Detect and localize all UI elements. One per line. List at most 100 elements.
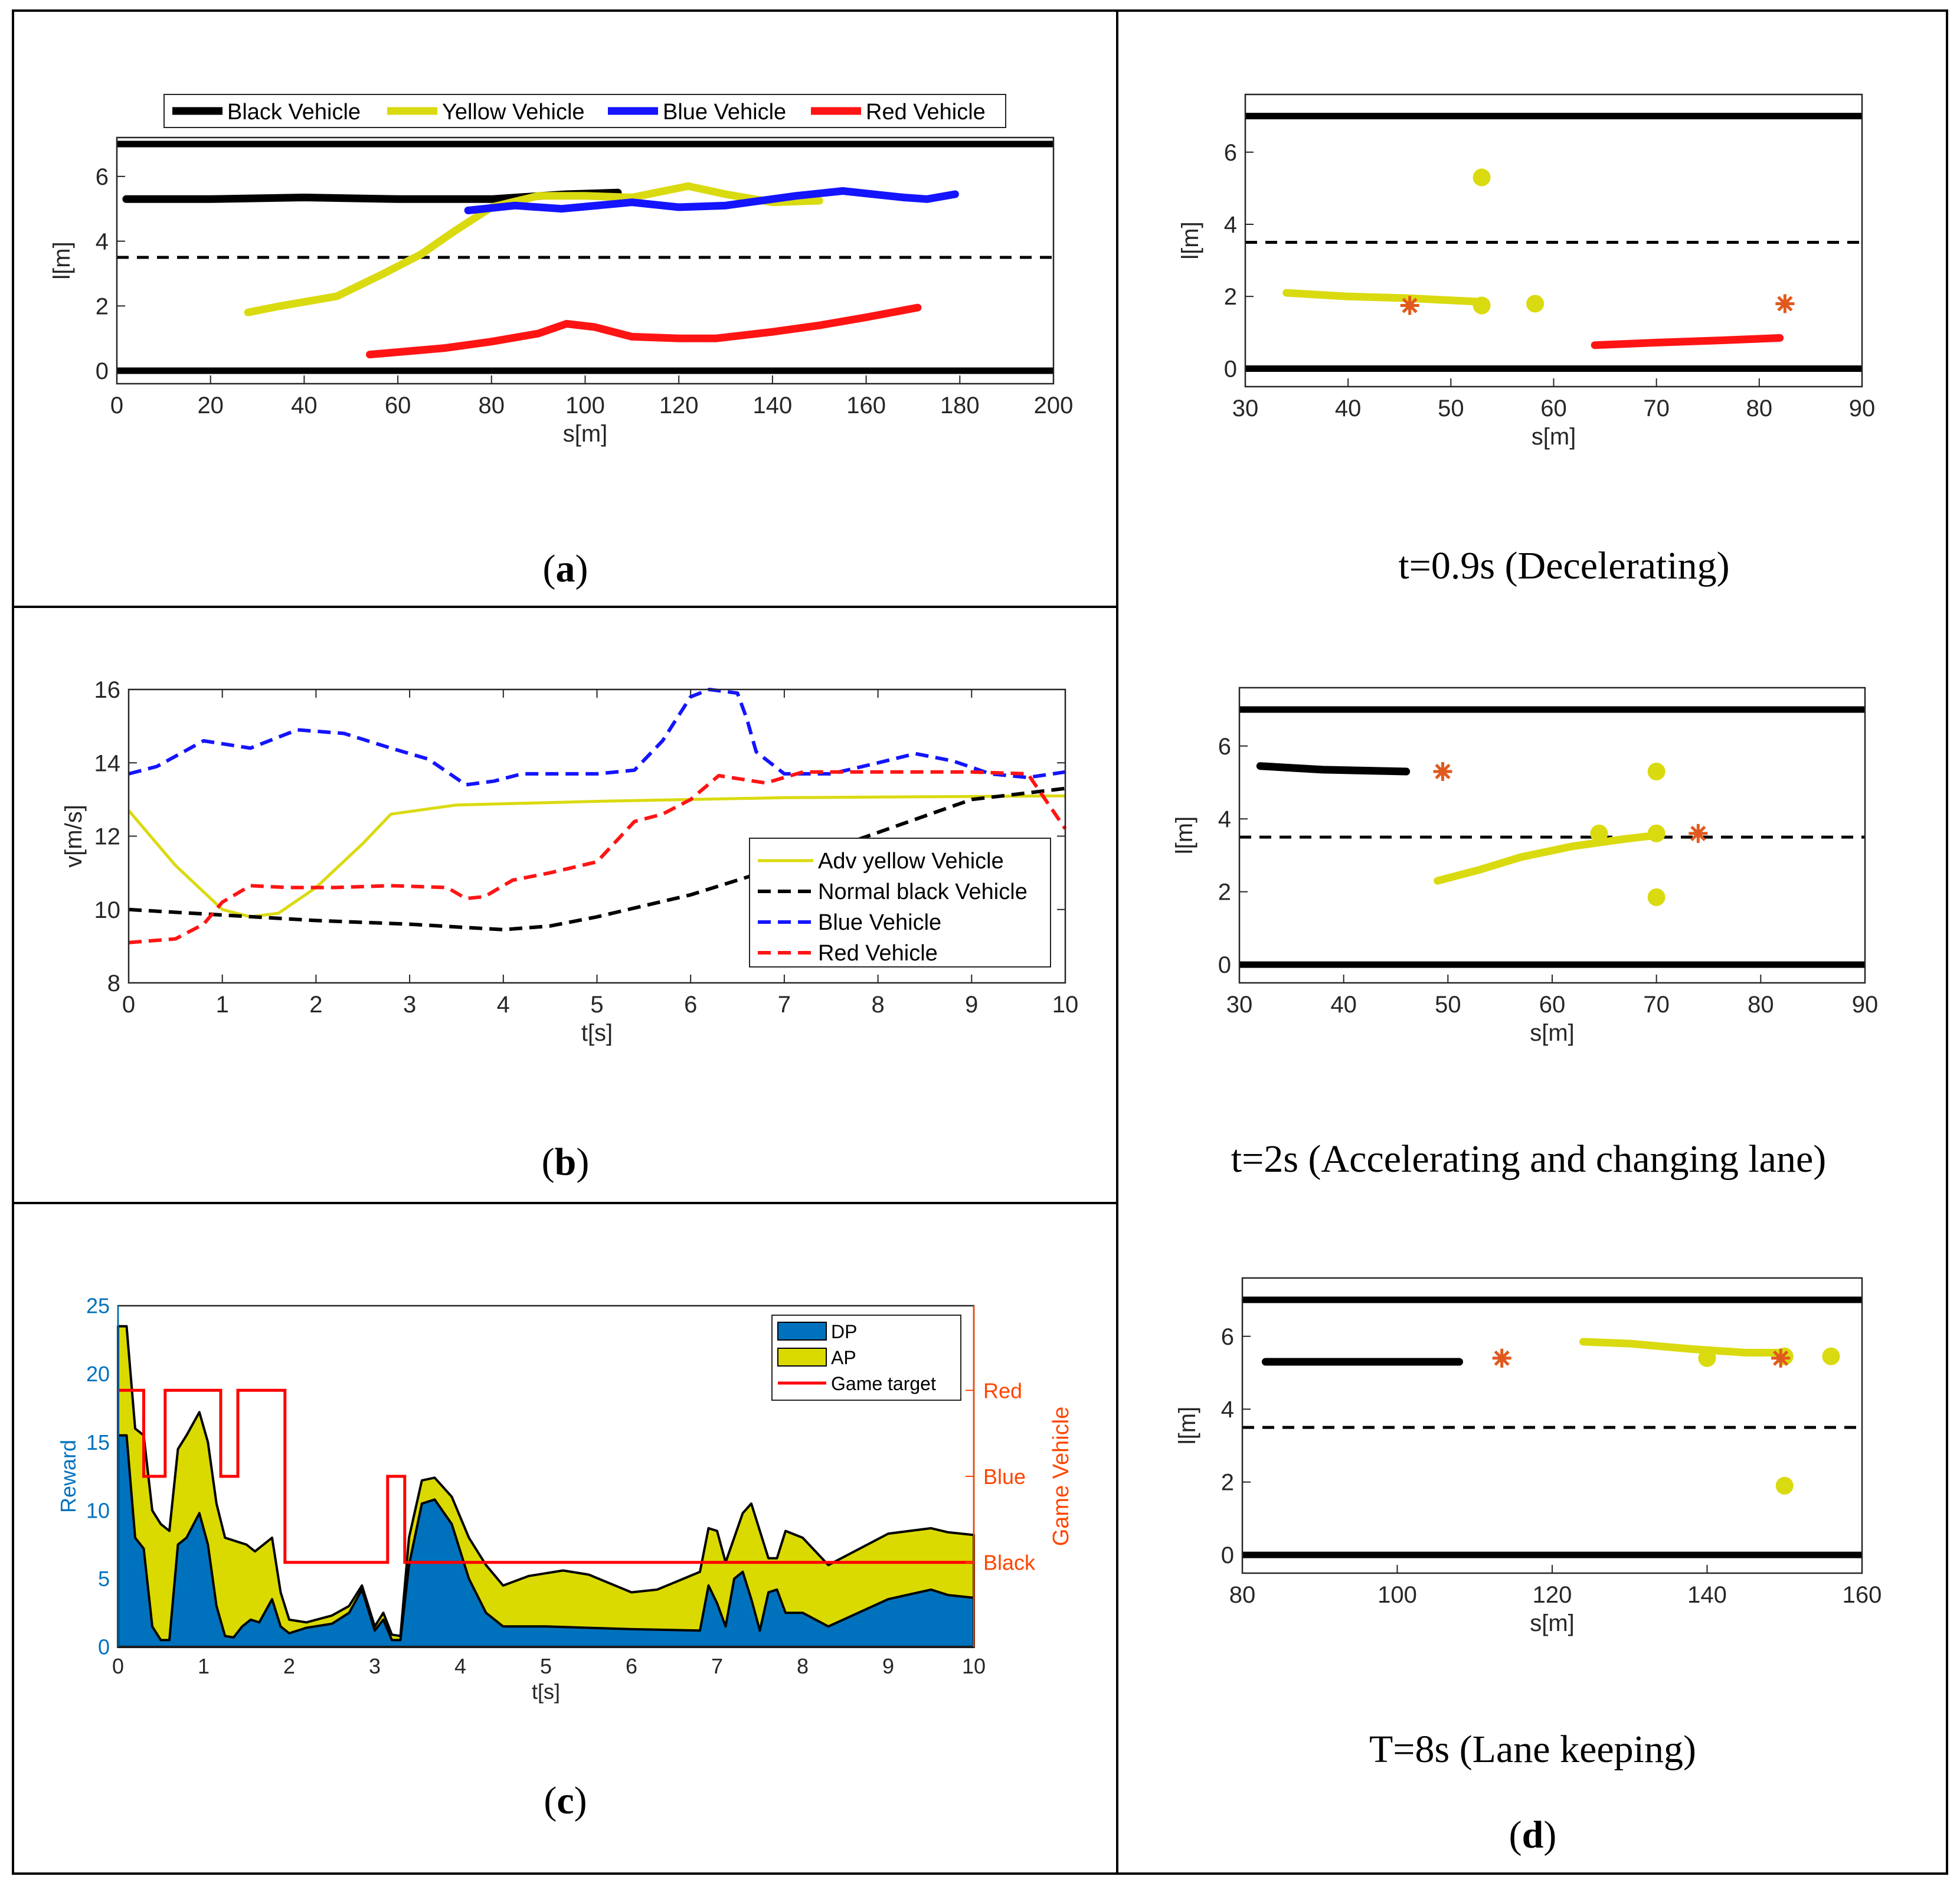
y-axis-label: v[m/s] <box>61 805 87 868</box>
x-tick-label: 8 <box>871 992 884 1018</box>
x-tick-label: 30 <box>1226 992 1253 1018</box>
y2-tick-label: Blue <box>983 1465 1026 1489</box>
x-tick-label: 80 <box>1746 395 1773 421</box>
x-tick-label: 4 <box>497 992 510 1018</box>
legend-label: Black Vehicle <box>227 100 361 125</box>
series-line-yellow <box>1434 831 1661 885</box>
caption-c: (c) <box>544 1779 587 1822</box>
y-tick-label: 5 <box>98 1567 110 1591</box>
legend: DP AP Game target <box>771 1315 961 1401</box>
plot-frame <box>1238 687 1866 984</box>
plot-background <box>117 138 1053 384</box>
y-tick-label: 2 <box>1221 1470 1234 1496</box>
caption-b: (b) <box>542 1140 590 1184</box>
frame-d <box>1116 9 1948 1875</box>
y-tick-label: 6 <box>96 164 109 190</box>
y-axis-label: l[m] <box>49 241 75 279</box>
x-tick-label: 6 <box>684 992 697 1018</box>
game-target-line <box>118 1388 974 1564</box>
star-core <box>1776 1354 1785 1363</box>
x-tick-label: 3 <box>403 992 416 1018</box>
x-tick-label: 80 <box>1229 1582 1256 1608</box>
legend-swatch-dp <box>777 1322 827 1341</box>
x-tick-label: 10 <box>1052 992 1079 1018</box>
x-axis-label: t[s] <box>581 1020 613 1046</box>
legend-label: Blue Vehicle <box>663 100 786 125</box>
x-tick-label: 5 <box>540 1654 552 1678</box>
x-tick-label: 2 <box>283 1654 295 1678</box>
chart-d1: 30 40 50 60 70 80 90 0 2 4 6 s[m] l[m] <box>1177 93 1876 450</box>
vehicle-position-dot <box>1647 824 1665 842</box>
plot-frame <box>1241 1277 1863 1574</box>
plot-frame <box>127 688 1066 984</box>
y-tick-label: 2 <box>96 293 109 319</box>
x-tick-label: 160 <box>846 393 886 419</box>
target-star-marker <box>1433 761 1452 781</box>
x-tick-label: 60 <box>1539 992 1566 1018</box>
x-tick-label: 70 <box>1643 395 1670 421</box>
legend-label: DP <box>831 1321 857 1342</box>
series-line-yellow <box>1579 1338 1789 1357</box>
y-tick-label: 2 <box>1224 284 1237 310</box>
panel-frames <box>12 9 1948 1875</box>
x-tick-label: 120 <box>1533 1582 1572 1608</box>
series-line-yellow <box>1282 289 1486 306</box>
y-tick-label: 2 <box>1218 880 1231 906</box>
x-tick-label: 70 <box>1643 992 1670 1018</box>
x-tick-label: 4 <box>454 1654 466 1678</box>
x-axis-label: s[m] <box>1532 424 1576 450</box>
caption-a: (a) <box>543 547 588 590</box>
chart-d3: 80 100 120 140 160 0 2 4 6 s[m] l[m] <box>1174 1277 1882 1636</box>
vehicle-position-dot <box>1473 296 1491 315</box>
x-tick-label: 2 <box>309 992 322 1018</box>
x-tick-label: 0 <box>122 992 135 1018</box>
x-tick-label: 40 <box>291 393 318 419</box>
plot-background <box>1245 94 1862 387</box>
vehicle-position-dot <box>1822 1347 1840 1365</box>
y-tick-label: 0 <box>98 1635 110 1659</box>
chart-a: 0 20 40 60 80 100 120 140 160 180 200 0 2 4 6 s[m] l[m] B… <box>49 94 1073 447</box>
legend-label: Red Vehicle <box>866 100 986 125</box>
x-tick-label: 3 <box>369 1654 381 1678</box>
y-tick-label: 0 <box>1224 356 1237 382</box>
series-line-red <box>128 770 1067 944</box>
y-axis-label: Reward <box>56 1440 80 1513</box>
x-tick-label: 180 <box>940 393 980 419</box>
star-core <box>1438 767 1447 776</box>
x-tick-label: 80 <box>479 393 505 419</box>
y2-tick-label: Red <box>983 1378 1022 1403</box>
y-tick-label: 6 <box>1224 140 1237 166</box>
x-tick-label: 9 <box>965 992 978 1018</box>
x-axis-label: s[m] <box>563 421 608 447</box>
series-line-yellow <box>127 794 1066 919</box>
series-line-yellow <box>244 182 823 316</box>
x-tick-label: 80 <box>1748 992 1774 1018</box>
target-star-marker <box>1400 296 1419 315</box>
y-tick-label: 6 <box>1218 734 1231 760</box>
legend-swatch-ap <box>777 1348 827 1367</box>
plot-frame <box>116 136 1055 385</box>
y-axis-label: l[m] <box>1172 816 1197 854</box>
x-tick-label: 90 <box>1849 395 1876 421</box>
y-tick-label: 4 <box>1218 806 1231 832</box>
target-star-marker <box>1775 294 1795 313</box>
y-tick-label: 6 <box>1221 1324 1234 1350</box>
star-core <box>1694 829 1703 838</box>
y2-axis-label: Game Vehicle <box>1049 1407 1074 1547</box>
x-axis-label: s[m] <box>1530 1610 1575 1636</box>
x-tick-label: 8 <box>797 1654 809 1678</box>
x-tick-label: 20 <box>197 393 224 419</box>
dp-area <box>117 1434 975 1648</box>
series-line-blue <box>128 688 1066 787</box>
x-tick-label: 140 <box>753 393 793 419</box>
chart-d2: 30 40 50 60 70 80 90 0 2 4 6 s[m] l[m] <box>1172 687 1878 1046</box>
x-tick-label: 160 <box>1843 1582 1882 1608</box>
series-line-black <box>1256 762 1411 776</box>
y-tick-label: 0 <box>1218 952 1231 978</box>
caption-d: (d) <box>1509 1813 1557 1856</box>
legend-label: AP <box>831 1347 856 1368</box>
legend: Black Vehicle Yellow Vehicle Blue Vehicle R… <box>163 94 1006 128</box>
y-tick-label: 15 <box>86 1430 110 1454</box>
